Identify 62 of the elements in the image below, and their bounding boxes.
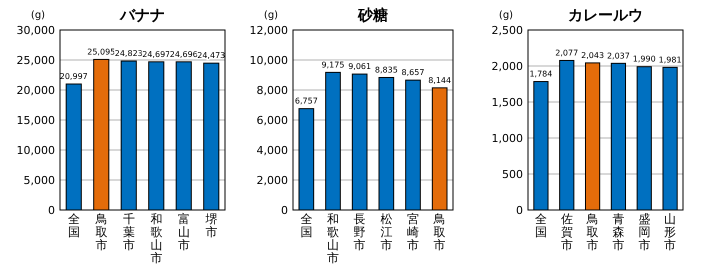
- data-label: 2,037: [606, 51, 630, 60]
- x-tick-label: 山形市: [664, 212, 676, 252]
- y-tick-label: 0: [516, 204, 523, 217]
- y-axis-title: (g): [30, 10, 46, 21]
- y-tick-label: 0: [281, 204, 288, 217]
- y-tick-label: 2,500: [492, 24, 523, 37]
- chart-title: 砂糖: [357, 6, 388, 24]
- data-label: 9,061: [348, 62, 372, 72]
- data-label: 24,823: [114, 49, 143, 58]
- y-tick-label: 10,000: [16, 144, 55, 157]
- x-tick-label: 鳥取市: [94, 212, 108, 252]
- data-label: 1,784: [529, 70, 552, 79]
- y-axis-title: (g): [264, 10, 278, 21]
- data-label: 2,043: [581, 50, 604, 60]
- y-tick-label: 10,000: [250, 54, 288, 67]
- x-tick-label: 全国: [534, 212, 547, 239]
- y-tick-label: 6,000: [256, 114, 288, 127]
- chart-title: カレールウ: [568, 6, 643, 24]
- y-tick-label: 12,000: [250, 24, 288, 37]
- x-tick-label: 和歌山市: [150, 212, 162, 265]
- data-label: 24,473: [197, 51, 226, 60]
- y-tick-label: 2,000: [492, 60, 523, 73]
- y-tick-label: 30,000: [16, 24, 55, 37]
- x-tick-label: 青森市: [612, 212, 624, 252]
- y-tick-label: 1,000: [492, 132, 523, 145]
- y-tick-label: 15,000: [16, 114, 55, 127]
- data-label: 2,077: [555, 48, 578, 58]
- data-label: 20,997: [60, 72, 88, 82]
- data-label: 8,657: [402, 68, 424, 78]
- y-tick-label: 5,000: [24, 174, 55, 187]
- x-tick-label: 盛岡市: [638, 212, 650, 252]
- y-tick-label: 8,000: [256, 84, 288, 97]
- x-tick-label: 長野市: [354, 212, 366, 252]
- x-tick-label: 富山市: [178, 212, 190, 252]
- x-tick-label: 堺市: [204, 212, 218, 239]
- data-label: 24,696: [170, 50, 198, 59]
- y-tick-label: 25,000: [16, 54, 55, 67]
- data-label: 8,835: [374, 65, 398, 74]
- data-label: 1,981: [658, 55, 682, 64]
- chart-title: バナナ: [119, 6, 165, 24]
- data-label: 1,990: [632, 54, 656, 64]
- x-tick-label: 千葉市: [122, 212, 135, 252]
- y-tick-label: 1,500: [492, 96, 523, 109]
- x-tick-label: 全国: [300, 212, 312, 239]
- y-tick-label: 20,000: [16, 84, 55, 97]
- y-tick-label: 2,000: [256, 174, 288, 187]
- y-tick-label: 500: [502, 168, 523, 181]
- x-tick-label: 宮崎市: [407, 212, 419, 252]
- x-tick-label: 鳥取市: [432, 212, 446, 252]
- x-tick-label: 和歌山市: [327, 212, 339, 265]
- data-label: 8,144: [428, 76, 452, 85]
- data-label: 24,697: [142, 50, 170, 59]
- y-tick-label: 4,000: [256, 144, 288, 157]
- x-tick-label: 鳥取市: [586, 212, 599, 252]
- y-tick-label: 0: [48, 204, 55, 217]
- data-label: 6,757: [294, 96, 318, 106]
- x-tick-label: 佐賀市: [560, 212, 573, 252]
- data-label: 9,175: [322, 60, 344, 70]
- x-tick-label: 全国: [68, 212, 80, 239]
- y-axis-title: (g): [498, 10, 514, 21]
- x-tick-label: 松江市: [380, 212, 392, 252]
- data-label: 25,095: [87, 47, 116, 56]
